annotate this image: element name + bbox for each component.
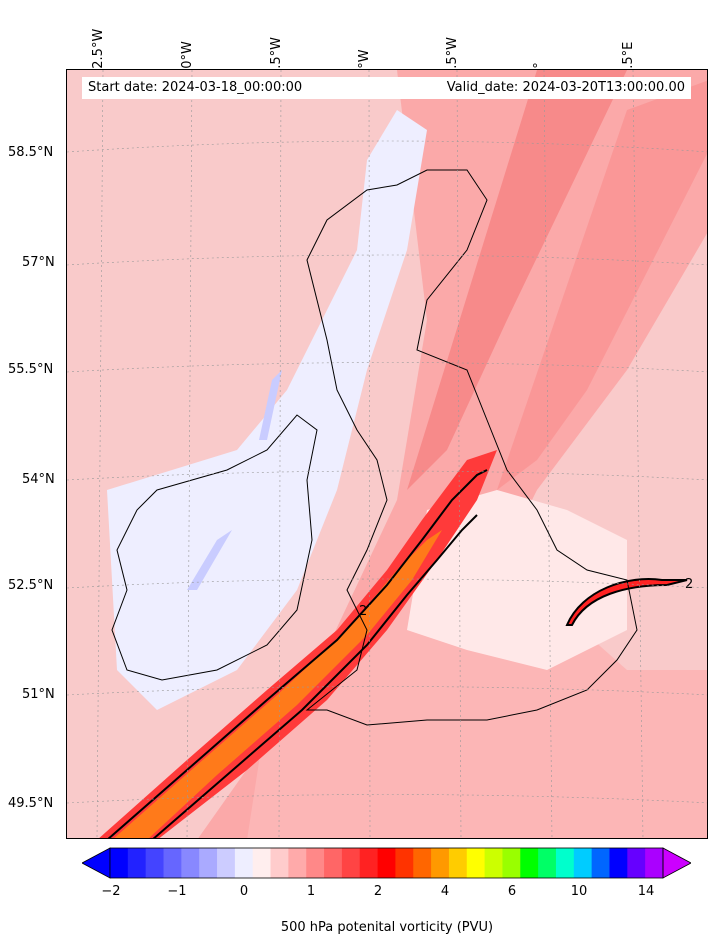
colorbar-tick-10: 10	[570, 884, 588, 899]
colorbar-svg	[81, 847, 692, 879]
colorbar-swatch	[538, 848, 557, 878]
colorbar-outline	[109, 847, 664, 879]
coastline-ireland	[111, 414, 318, 681]
colorbar-swatch	[413, 848, 432, 878]
field-streak-2	[497, 80, 707, 490]
graticule	[67, 70, 707, 838]
colorbar-swatch	[252, 848, 272, 878]
colorbar-swatch	[217, 848, 236, 878]
colorbar-swatch	[645, 848, 664, 878]
colorbar-swatch	[573, 848, 593, 878]
colorbar-swatch	[395, 848, 414, 878]
colorbar-swatch	[163, 848, 182, 878]
colorbar-swatch	[181, 848, 200, 878]
colorbar-tick-14: 14	[637, 884, 655, 899]
colorbar-swatch	[145, 848, 165, 878]
colorbar-swatch	[555, 848, 575, 878]
colorbar-swatch	[288, 848, 307, 878]
colorbar-tick-m2: −2	[101, 884, 121, 899]
valid-date-text: Valid_date: 2024-03-20T13:00:00.00	[446, 80, 685, 95]
colorbar-swatch	[502, 848, 521, 878]
lat-label-51N: 51°N	[22, 687, 55, 702]
lat-label-54N: 54°N	[22, 472, 55, 487]
colorbar-label: 500 hPa potenital vorticity (PVU)	[280, 920, 494, 935]
lat-label-58.5N: 58.5°N	[8, 145, 54, 160]
colorbar-swatch	[431, 848, 450, 878]
colorbar-swatch	[377, 848, 396, 878]
lat-label-52.5N: 52.5°N	[8, 578, 54, 593]
colorbar-tick-4: 4	[440, 884, 450, 899]
coastline-great-britain	[305, 169, 638, 726]
pv-feature-east	[565, 578, 688, 626]
colorbar-swatch	[234, 848, 254, 878]
colorbar	[81, 846, 692, 880]
contour-label-west: 2	[359, 604, 367, 619]
lat-label-57N: 57°N	[22, 255, 55, 270]
field-blue-streak-2	[187, 530, 232, 590]
colorbar-swatch	[127, 848, 147, 878]
colorbar-swatch	[484, 848, 503, 878]
colorbar-swatch	[520, 848, 539, 878]
lat-label-49.5N: 49.5°N	[8, 796, 54, 811]
colorbar-tick-2: 2	[373, 884, 383, 899]
start-date-text: Start date: 2024-03-18_00:00:00	[88, 80, 303, 95]
colorbar-swatch	[306, 848, 325, 878]
colorbar-swatch	[466, 848, 486, 878]
pv-field-svg: 2 2	[67, 70, 707, 838]
colorbar-tick-1: 1	[306, 884, 316, 899]
date-info-box: Start date: 2024-03-18_00:00:00 Valid_da…	[82, 77, 691, 99]
colorbar-swatch	[341, 848, 361, 878]
colorbar-tick-0: 0	[239, 884, 249, 899]
pv-map: 2 2	[66, 69, 708, 839]
contour-label-east: 2	[685, 577, 693, 592]
colorbar-tick-m1: −1	[167, 884, 187, 899]
colorbar-extend-low	[81, 847, 111, 879]
colorbar-swatch	[627, 848, 646, 878]
field-blue-streak-1	[259, 370, 282, 440]
colorbar-swatch	[448, 848, 468, 878]
pv-contour-west	[107, 469, 488, 838]
colorbar-tick-6: 6	[507, 884, 517, 899]
field-streak-1	[407, 70, 627, 490]
field-low-pv-area	[107, 110, 427, 710]
colorbar-extend-high	[662, 847, 692, 879]
colorbar-swatch	[270, 848, 289, 878]
lat-label-55.5N: 55.5°N	[8, 362, 54, 377]
colorbar-swatch	[324, 848, 343, 878]
pv-streamer-red	[99, 450, 497, 838]
colorbar-swatch	[110, 848, 129, 878]
colorbar-swatch	[199, 848, 218, 878]
colorbar-swatch	[609, 848, 628, 878]
colorbar-swatch	[359, 848, 379, 878]
pv-contour-east	[152, 514, 478, 838]
pv-streamer-core	[114, 530, 442, 838]
colorbar-swatch	[591, 848, 610, 878]
